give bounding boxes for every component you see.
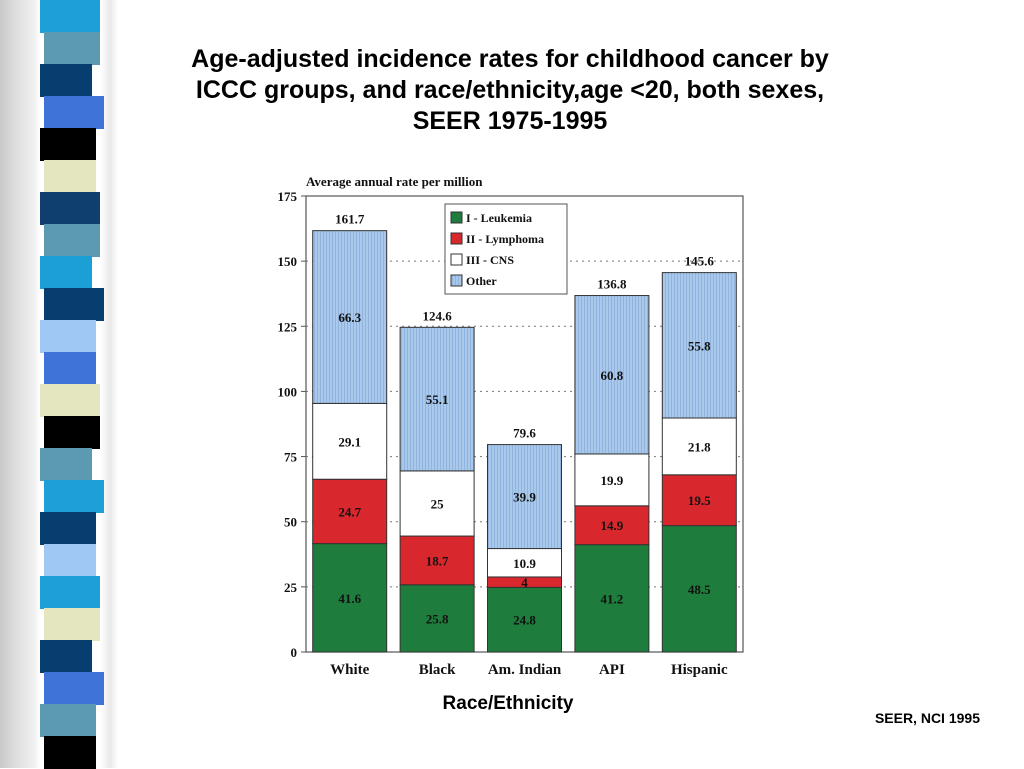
decor-stripe	[44, 352, 96, 385]
x-axis-title: Race/Ethnicity	[442, 693, 574, 714]
data-label: 19.5	[688, 493, 711, 508]
decor-stripe	[44, 736, 96, 769]
decor-stripe	[40, 64, 92, 97]
bar-segment	[399, 535, 475, 586]
data-label: 25	[431, 496, 445, 511]
y-tick-label: 125	[278, 319, 298, 334]
decor-stripe	[40, 128, 96, 161]
bar-segment	[574, 544, 650, 653]
decor-stripe	[40, 192, 100, 225]
data-label: 21.8	[688, 439, 711, 454]
decor-stripe	[40, 256, 92, 289]
bar-segment	[661, 525, 737, 653]
bar-segment	[574, 505, 650, 546]
data-label: 41.2	[601, 591, 624, 606]
data-label: 10.9	[513, 556, 536, 571]
bar-segment	[312, 478, 388, 545]
total-label: 145.6	[685, 254, 715, 269]
decor-stripe	[44, 32, 100, 65]
slide-title: Age-adjusted incidence rates for childho…	[191, 45, 829, 135]
y-tick-label: 150	[278, 254, 298, 269]
data-label: 14.9	[601, 518, 624, 533]
data-label: 39.9	[513, 490, 536, 505]
plot-area: 0 25 50 75 100 125 150 175 Average annual rate p…	[278, 174, 744, 678]
total-label: 79.6	[513, 426, 536, 441]
legend-box	[444, 203, 568, 295]
data-label: 60.8	[601, 368, 624, 383]
decor-stripe	[40, 704, 96, 737]
decor-stripe	[44, 416, 100, 449]
category-label: White	[330, 662, 370, 678]
decor-stripe	[44, 96, 104, 129]
legend-label: II - Lymphoma	[466, 232, 544, 246]
bar-segment	[399, 470, 475, 537]
legend-label: III - CNS	[466, 253, 514, 267]
category-label: Black	[419, 662, 456, 678]
bar-segment	[574, 453, 650, 507]
decor-stripe	[40, 448, 92, 481]
y-tick-label: 175	[278, 189, 298, 204]
data-label: 19.9	[601, 473, 624, 488]
data-label: 55.1	[426, 392, 449, 407]
bar-segment	[487, 444, 562, 550]
decor-stripe	[44, 224, 100, 257]
y-tick-label: 25	[284, 580, 298, 595]
bar-segment	[661, 474, 737, 527]
data-label: 24.8	[513, 613, 536, 628]
data-label: 66.3	[338, 310, 361, 325]
legend-swatch	[450, 274, 463, 287]
legend: I - Leukemia II - Lymphoma III - CNS Other	[444, 203, 568, 295]
bar-segment	[399, 584, 475, 653]
y-tick-label: 75	[284, 450, 298, 465]
bar-segment	[487, 586, 562, 653]
bar-segment	[661, 417, 737, 476]
legend-label: Other	[466, 274, 497, 288]
data-label: 24.7	[338, 504, 361, 519]
decor-stripe	[44, 544, 96, 577]
data-label: 4	[521, 575, 528, 590]
data-label: 25.8	[426, 611, 449, 626]
data-label: 55.8	[688, 338, 711, 353]
data-label: 18.7	[426, 553, 449, 568]
total-label: 136.8	[597, 277, 627, 292]
data-label: 29.1	[338, 434, 361, 449]
bar-segment	[574, 295, 650, 455]
legend-label: I - Leukemia	[466, 211, 532, 225]
y-tick-label: 0	[291, 645, 298, 660]
category-label: API	[599, 662, 625, 678]
decor-stripe	[44, 480, 104, 513]
bar-segment	[312, 402, 388, 480]
data-label: 48.5	[688, 582, 711, 597]
source-note: SEER, NCI 1995	[874, 710, 980, 726]
legend-swatch	[450, 232, 463, 245]
legend-swatch	[450, 211, 463, 224]
total-label: 124.6	[422, 308, 452, 323]
decor-stripe	[44, 160, 96, 193]
bar-segment	[399, 326, 475, 472]
decor-stripe	[44, 608, 100, 641]
decor-stripe	[40, 0, 100, 33]
category-label: Am. Indian	[488, 662, 562, 678]
decor-stripe	[40, 384, 100, 417]
legend-swatch	[450, 253, 463, 266]
stacked-bar-chart: 0 25 50 75 100 125 150 175 Average annual rate p…	[278, 174, 744, 678]
decor-stripe	[44, 672, 104, 705]
decor-stripe	[44, 288, 104, 321]
bar-segment	[661, 272, 737, 419]
y-tick-label: 100	[278, 384, 298, 399]
stripe-column	[40, 0, 104, 769]
decorative-side-strip	[0, 0, 118, 769]
y-tick-label: 50	[284, 515, 297, 530]
decor-stripe	[40, 576, 100, 609]
decor-stripe	[40, 512, 96, 545]
chart-title: Average annual rate per million	[306, 174, 483, 189]
total-label: 161.7	[335, 212, 365, 227]
category-label: Hispanic	[671, 662, 728, 678]
decor-stripe	[40, 320, 96, 353]
bar-segment	[312, 543, 388, 653]
decor-stripe	[40, 640, 92, 673]
data-label: 41.6	[338, 591, 361, 606]
bar-segment	[312, 230, 388, 404]
